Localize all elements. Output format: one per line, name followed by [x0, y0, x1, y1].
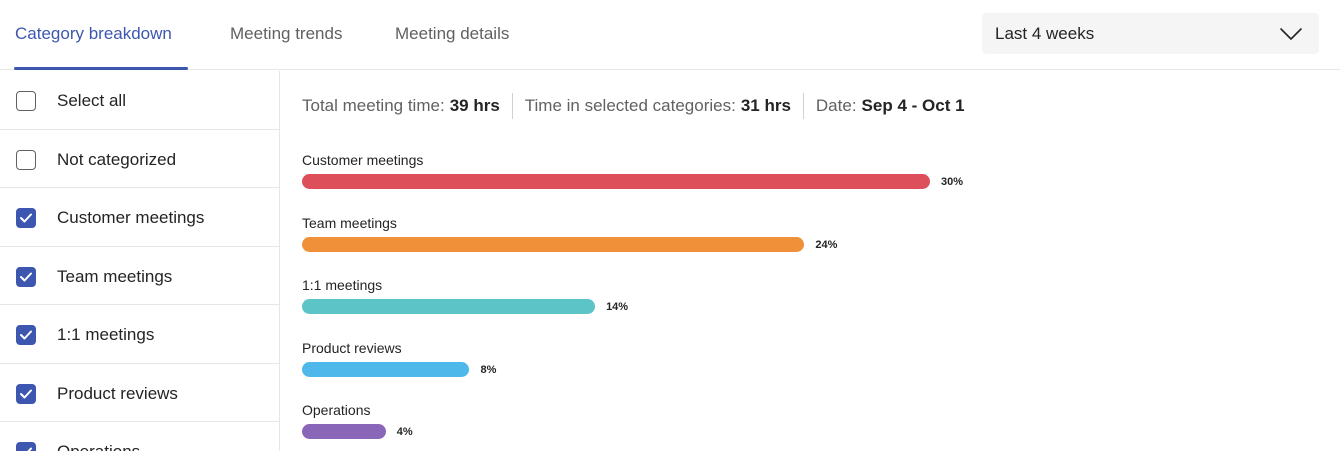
checkmark-icon: [20, 213, 32, 223]
bar-label: Operations: [302, 402, 371, 418]
bar-value-label: 8%: [480, 363, 497, 376]
period-dropdown[interactable]: Last 4 weeks: [982, 13, 1319, 54]
bar-value-label: 14%: [606, 301, 629, 313]
category-item-team-meetings[interactable]: Team meetings: [0, 247, 279, 305]
bar-value-label: 30%: [941, 176, 964, 188]
checkbox-product-reviews[interactable]: [16, 383, 36, 404]
bar-value-label: 24%: [815, 238, 838, 251]
checkbox-team-meetings[interactable]: [16, 266, 36, 287]
category-label: 1:1 meetings: [57, 325, 155, 344]
total-time-value: 39 hrs: [449, 96, 500, 115]
bar-product-reviews: [302, 361, 470, 377]
bar-label: Product reviews: [302, 339, 402, 356]
category-item-product-reviews[interactable]: Product reviews: [0, 364, 279, 422]
checkmark-icon: [20, 389, 32, 398]
tab-meeting-details[interactable]: Meeting details: [395, 24, 510, 43]
category-item-one-on-one-meetings[interactable]: 1:1 meetings: [0, 305, 279, 364]
category-label: Operations: [57, 442, 140, 451]
category-label: Not categorized: [57, 149, 177, 169]
bar-operations: [302, 424, 386, 439]
bar-label: Team meetings: [302, 214, 397, 231]
category-label: Customer meetings: [57, 208, 205, 227]
header: Category breakdown Meeting trends Meetin…: [0, 0, 1340, 70]
category-list: Select all Not categorized Customer meet…: [0, 71, 280, 451]
category-item-select-all[interactable]: Select all: [0, 71, 279, 130]
summary-bar: Total meeting time: 39 hrs Time in selec…: [302, 93, 965, 119]
checkbox-not-categorized[interactable]: [16, 149, 36, 170]
bar-team-meetings: [302, 236, 805, 252]
tab-category-breakdown[interactable]: Category breakdown: [15, 24, 172, 43]
divider: [511, 93, 513, 119]
bar-1-1-meetings: [302, 299, 596, 314]
category-label: Select all: [57, 91, 126, 110]
checkbox-operations[interactable]: [16, 442, 36, 451]
date-value: Sep 4 - Oct 1: [861, 96, 965, 115]
bar-label: Customer meetings: [302, 152, 424, 168]
bar-value-label: 4%: [396, 426, 413, 438]
bar-customer-meetings: [302, 174, 930, 189]
tab-meeting-trends[interactable]: Meeting trends: [230, 24, 343, 43]
category-label: Team meetings: [57, 266, 173, 286]
bar-label: 1:1 meetings: [302, 277, 383, 293]
checkbox-select-all[interactable]: [16, 91, 36, 111]
category-item-operations[interactable]: Operations: [0, 422, 279, 451]
checkmark-icon: [20, 330, 32, 340]
category-item-not-categorized[interactable]: Not categorized: [0, 130, 279, 188]
chevron-down-icon: [1280, 28, 1302, 40]
period-dropdown-value: Last 4 weeks: [995, 24, 1095, 43]
total-time-label: Total meeting time:: [302, 96, 445, 115]
checkmark-icon: [20, 272, 32, 281]
checkbox-one-on-one-meetings[interactable]: [16, 325, 36, 345]
checkbox-customer-meetings[interactable]: [16, 208, 36, 228]
active-tab-indicator: [14, 67, 188, 70]
date-label: Date:: [815, 96, 857, 115]
category-label: Product reviews: [57, 383, 178, 403]
selected-time-value: 31 hrs: [740, 96, 791, 115]
category-item-customer-meetings[interactable]: Customer meetings: [0, 188, 279, 247]
checkmark-icon: [21, 447, 32, 451]
selected-time-label: Time in selected categories:: [524, 96, 736, 115]
divider: [802, 93, 804, 119]
